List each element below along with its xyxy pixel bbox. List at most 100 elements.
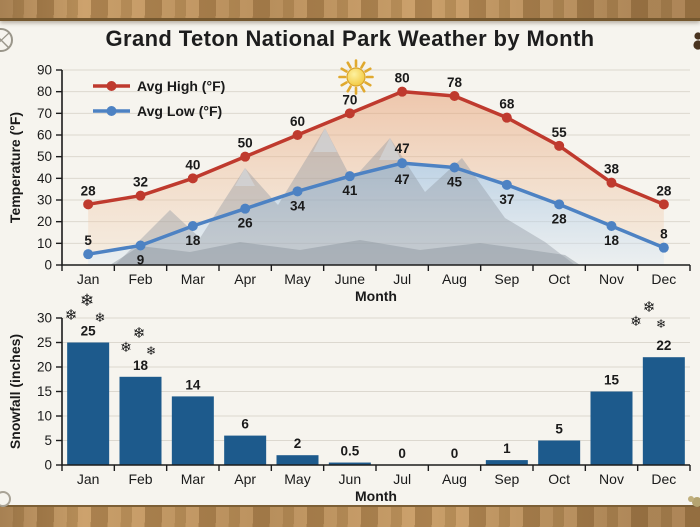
month-label: Apr xyxy=(234,271,256,287)
data-label-high: 68 xyxy=(499,97,515,112)
data-point-high xyxy=(240,151,251,162)
data-point-high xyxy=(554,140,565,151)
bar-label: 18 xyxy=(133,358,149,373)
snowflake-icon: ❄ xyxy=(656,317,666,331)
legend-dot xyxy=(106,106,117,116)
corner-ornament-icon-2 xyxy=(688,496,700,507)
month-label: Jan xyxy=(77,471,100,487)
data-label-low: 37 xyxy=(499,192,514,207)
month-label: Jul xyxy=(393,271,411,287)
y-tick-label: 30 xyxy=(37,193,52,208)
snowflake-icon: ❄ xyxy=(80,291,94,310)
bar-label: 14 xyxy=(185,377,201,392)
month-label: Jun xyxy=(339,471,362,487)
month-label: Oct xyxy=(548,471,570,487)
legend-dot xyxy=(106,81,117,91)
wood-frame-bottom xyxy=(0,505,700,527)
area-fill-warm xyxy=(88,91,664,255)
month-label: Dec xyxy=(651,471,676,487)
bar xyxy=(119,376,162,465)
data-point-high xyxy=(501,112,512,123)
month-label: Oct xyxy=(548,271,570,287)
y-tick-label: 70 xyxy=(37,106,52,121)
sun-ray xyxy=(364,67,372,73)
data-label-low: 9 xyxy=(137,253,145,268)
bar xyxy=(171,396,214,465)
month-label: Sep xyxy=(494,471,519,487)
data-label-low: 34 xyxy=(290,198,306,213)
bar-label: 6 xyxy=(241,417,249,432)
area-fill-cool xyxy=(88,163,664,265)
data-point-high xyxy=(344,108,355,119)
sun-ray xyxy=(340,67,348,73)
data-point-high xyxy=(292,130,303,140)
data-label-low: 47 xyxy=(395,141,410,156)
y-tick-label: 60 xyxy=(37,128,52,143)
data-label-high: 60 xyxy=(290,114,305,129)
data-label-high: 40 xyxy=(185,157,200,172)
legend-label: Avg Low (°F) xyxy=(137,103,222,119)
data-label-low: 8 xyxy=(660,227,668,242)
data-label-high: 50 xyxy=(238,136,253,151)
compass-icon xyxy=(0,28,13,52)
bar-label: 1 xyxy=(503,441,511,456)
data-label-low: 28 xyxy=(552,211,568,226)
data-point-high xyxy=(135,190,146,201)
snowflake-icon: ❄ xyxy=(133,325,146,342)
line-avg-high xyxy=(87,89,665,207)
data-point-low xyxy=(658,242,669,253)
data-label-low: 26 xyxy=(238,216,254,231)
y-tick-label: 20 xyxy=(37,360,52,375)
data-label-low: 18 xyxy=(185,233,201,248)
data-label-low: 18 xyxy=(604,233,620,248)
mountain-watermark xyxy=(110,128,580,265)
snowflake-icon: ❄ xyxy=(65,307,78,324)
bar xyxy=(224,435,267,465)
month-label: May xyxy=(284,471,310,487)
data-point-low xyxy=(187,221,198,231)
data-point-low xyxy=(83,249,94,260)
x-axis-title: Month xyxy=(355,288,397,304)
bar-label: 2 xyxy=(294,436,302,451)
month-label: Mar xyxy=(181,471,205,487)
bar xyxy=(590,391,633,465)
y-tick-label: 80 xyxy=(37,84,52,99)
snowflake-icon: ❄ xyxy=(630,313,642,329)
y-tick-label: 15 xyxy=(37,384,52,399)
month-label: Nov xyxy=(599,271,624,287)
data-label-high: 70 xyxy=(342,92,357,107)
data-point-low xyxy=(240,203,251,214)
legend-label: Avg High (°F) xyxy=(137,78,225,94)
sun-ray xyxy=(346,61,352,69)
data-point-low xyxy=(501,179,512,190)
data-label-high: 38 xyxy=(604,162,620,177)
y-tick-label: 30 xyxy=(37,311,52,326)
bar-label: 22 xyxy=(656,338,671,353)
month-label: Aug xyxy=(442,271,467,287)
data-label-low: 5 xyxy=(84,233,92,248)
data-point-high xyxy=(83,199,94,210)
month-label: June xyxy=(335,271,366,287)
data-point-low xyxy=(449,162,460,173)
sun-ray xyxy=(340,81,348,87)
sun-ray xyxy=(360,85,366,93)
y-tick-label: 0 xyxy=(44,458,52,473)
bar xyxy=(485,460,528,465)
y-axis-title: Snowfall (inches) xyxy=(7,334,23,449)
data-label-low: 41 xyxy=(342,183,358,198)
data-label-high: 32 xyxy=(133,175,148,190)
corner-ornament-icon xyxy=(0,491,11,507)
month-label: Dec xyxy=(651,271,676,287)
month-label: Jan xyxy=(77,271,100,287)
month-label: Apr xyxy=(234,471,256,487)
data-point-low xyxy=(135,240,146,251)
wood-frame-top xyxy=(0,0,700,21)
month-label: Aug xyxy=(442,471,467,487)
data-point-high xyxy=(658,199,669,210)
sun-icon xyxy=(338,59,374,95)
bar-label: 15 xyxy=(604,373,620,388)
data-label-low: 45 xyxy=(447,175,463,190)
sun-ray xyxy=(360,61,366,69)
y-tick-label: 50 xyxy=(37,149,52,164)
y-tick-label: 10 xyxy=(37,409,52,424)
